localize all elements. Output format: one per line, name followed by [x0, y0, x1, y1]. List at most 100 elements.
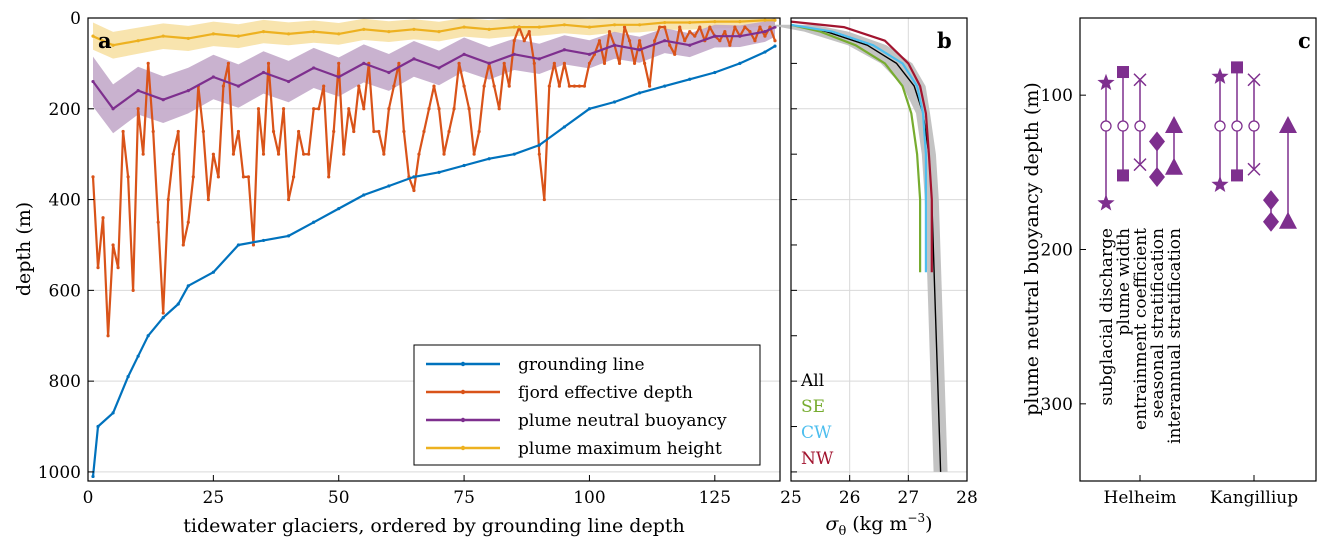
plume-max-height-point	[688, 20, 692, 25]
fjord-depth-point	[302, 152, 306, 156]
x-marker	[1247, 162, 1261, 176]
fjord-depth-point	[352, 129, 356, 134]
fjord-depth-point	[161, 311, 165, 315]
fjord-depth-point	[317, 107, 321, 111]
grounding-line-point	[587, 107, 592, 111]
fjord-depth-point	[427, 107, 431, 111]
fjord-depth-point	[156, 220, 160, 224]
fjord-depth-point	[347, 107, 351, 111]
plume-neutral-buoyancy-point	[161, 98, 165, 102]
triangle-marker	[1279, 116, 1297, 134]
plume-neutral-buoyancy-point	[211, 75, 215, 79]
panel-c-ylabel: plume neutral buoyancy depth (m)	[1021, 82, 1043, 416]
plume-max-height-point	[286, 32, 291, 36]
grounding-line-point	[126, 374, 130, 379]
grounding-line-point	[261, 238, 266, 243]
fjord-depth-point	[206, 197, 210, 202]
fjord-depth-point	[582, 84, 587, 88]
grounding-line-point	[663, 84, 667, 88]
fjord-depth-point	[733, 25, 737, 29]
fjord-depth-point	[266, 61, 271, 65]
panel-a-xtick-label: 25	[203, 488, 225, 508]
sensitivity-label: entrainment coefficient	[1131, 228, 1151, 430]
fjord-depth-point	[562, 61, 566, 65]
panel-a-ytick-label: 400	[49, 191, 81, 211]
grounding-line-point	[146, 334, 150, 338]
grounding-line-point	[487, 157, 491, 161]
fjord-depth-point	[773, 39, 777, 43]
panel-a-xtick-label: 75	[453, 488, 475, 508]
legend-all: All	[800, 371, 824, 391]
fjord-depth-point	[236, 129, 241, 134]
legend-marker	[460, 361, 466, 367]
plume-neutral-buoyancy-point	[337, 75, 341, 79]
grounding-line-point	[612, 100, 617, 104]
panel-c: 100 200 300 Helheim Kangilliup c plume neutr…	[1021, 17, 1317, 508]
grounding-line-point	[412, 175, 416, 179]
plume-max-height-point	[663, 20, 667, 25]
fjord-depth-point	[492, 84, 496, 88]
plume-neutral-buoyancy-point	[537, 57, 541, 61]
fjord-depth-point	[412, 188, 416, 193]
plume-max-height-point	[136, 39, 140, 43]
plume-neutral-buoyancy-point	[512, 52, 516, 56]
fjord-depth-point	[322, 84, 326, 88]
plume-max-height-point	[91, 34, 95, 38]
panel-a-ytick-label: 600	[49, 281, 81, 301]
fjord-depth-point	[527, 30, 531, 34]
grounding-line-point	[773, 44, 777, 48]
plume-max-height-point	[512, 25, 516, 29]
plume-neutral-buoyancy-point	[387, 70, 391, 75]
triangle-marker	[1165, 116, 1183, 134]
plume-neutral-buoyancy-point	[91, 79, 95, 84]
fjord-depth-point	[392, 84, 396, 88]
fjord-depth-point	[437, 107, 441, 111]
panel-a-frame	[87, 17, 781, 482]
plume-max-height-point	[612, 23, 617, 27]
panel-a-ytick-label: 200	[49, 100, 81, 120]
baseline-circle	[1248, 120, 1260, 132]
panel-a-xlabel: tidewater glaciers, ordered by grounding…	[183, 515, 685, 537]
fjord-depth-point	[226, 61, 231, 65]
fjord-depth-point	[357, 84, 361, 88]
plume-max-height-point	[236, 34, 241, 38]
panel-a-legend: grounding line fjord effective depth plume…	[413, 344, 761, 466]
grounding-line-point	[136, 354, 140, 358]
panel-a-ytick-label: 1000	[38, 463, 81, 483]
plume-max-height-point	[462, 25, 466, 29]
fjord-depth-point	[763, 34, 767, 38]
plume-neutral-buoyancy-point	[587, 52, 592, 56]
panel-b-frame	[790, 17, 968, 482]
fjord-depth-point	[211, 152, 215, 156]
plume-neutral-buoyancy-point	[713, 34, 717, 38]
plume-max-height-point	[186, 36, 190, 41]
baseline-circle	[1231, 120, 1243, 132]
fjord-depth-point	[452, 107, 456, 111]
fjord-depth-point	[472, 152, 476, 156]
fjord-depth-point	[332, 129, 336, 134]
x-marker	[1247, 73, 1261, 87]
fjord-depth-point	[743, 25, 747, 29]
plume-max-height-point	[773, 18, 777, 22]
x-marker	[1133, 73, 1147, 87]
plume-neutral-buoyancy-point	[312, 66, 316, 70]
fjord-depth-point	[362, 107, 366, 111]
diamond-marker	[1149, 131, 1165, 152]
panel-b-ticks: 25 26 27 28	[780, 62, 978, 508]
panel-c-ticks: 100 200 300 Helheim Kangilliup	[1041, 86, 1299, 508]
legend-marker	[460, 445, 466, 451]
plume-max-height-point	[537, 25, 541, 29]
fjord-depth-point	[96, 266, 100, 270]
fjord-depth-point	[547, 84, 551, 88]
square-marker	[1231, 169, 1243, 182]
fjord-depth-point	[723, 30, 727, 34]
fjord-depth-point	[467, 107, 471, 111]
fjord-depth-point	[111, 243, 115, 247]
fjord-depth-point	[577, 84, 582, 88]
plume-neutral-buoyancy-point	[362, 61, 366, 65]
fjord-depth-point	[477, 129, 481, 134]
profile-cw	[790, 23, 928, 273]
plume-max-height-point	[362, 27, 366, 31]
plume-neutral-buoyancy-point	[136, 89, 140, 93]
